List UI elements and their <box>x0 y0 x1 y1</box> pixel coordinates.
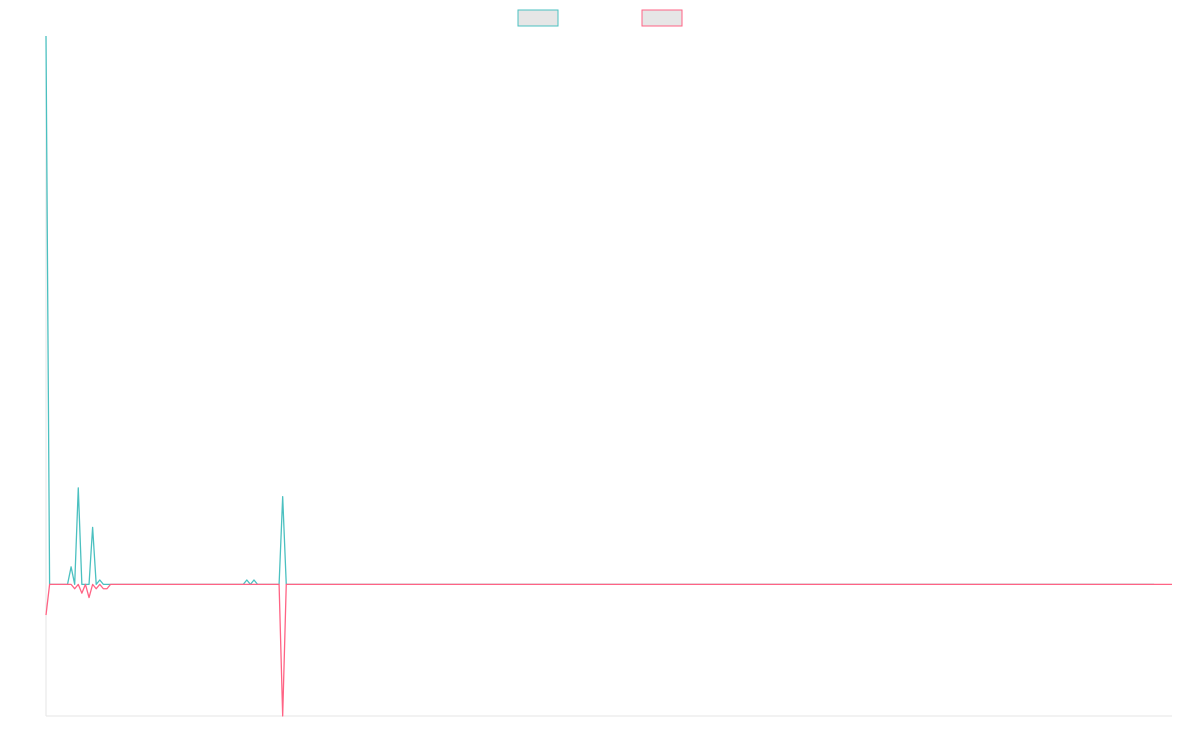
chart-legend <box>517 9 683 27</box>
legend-swatch-1[interactable] <box>641 9 683 27</box>
series-line-0 <box>45 35 1155 586</box>
series-line-1 <box>45 583 1172 717</box>
series-1 <box>45 583 1173 717</box>
legend-swatch-0[interactable] <box>517 9 559 27</box>
chart-axes <box>45 36 1172 717</box>
series-layer <box>45 35 1173 717</box>
series-0 <box>45 35 1155 586</box>
